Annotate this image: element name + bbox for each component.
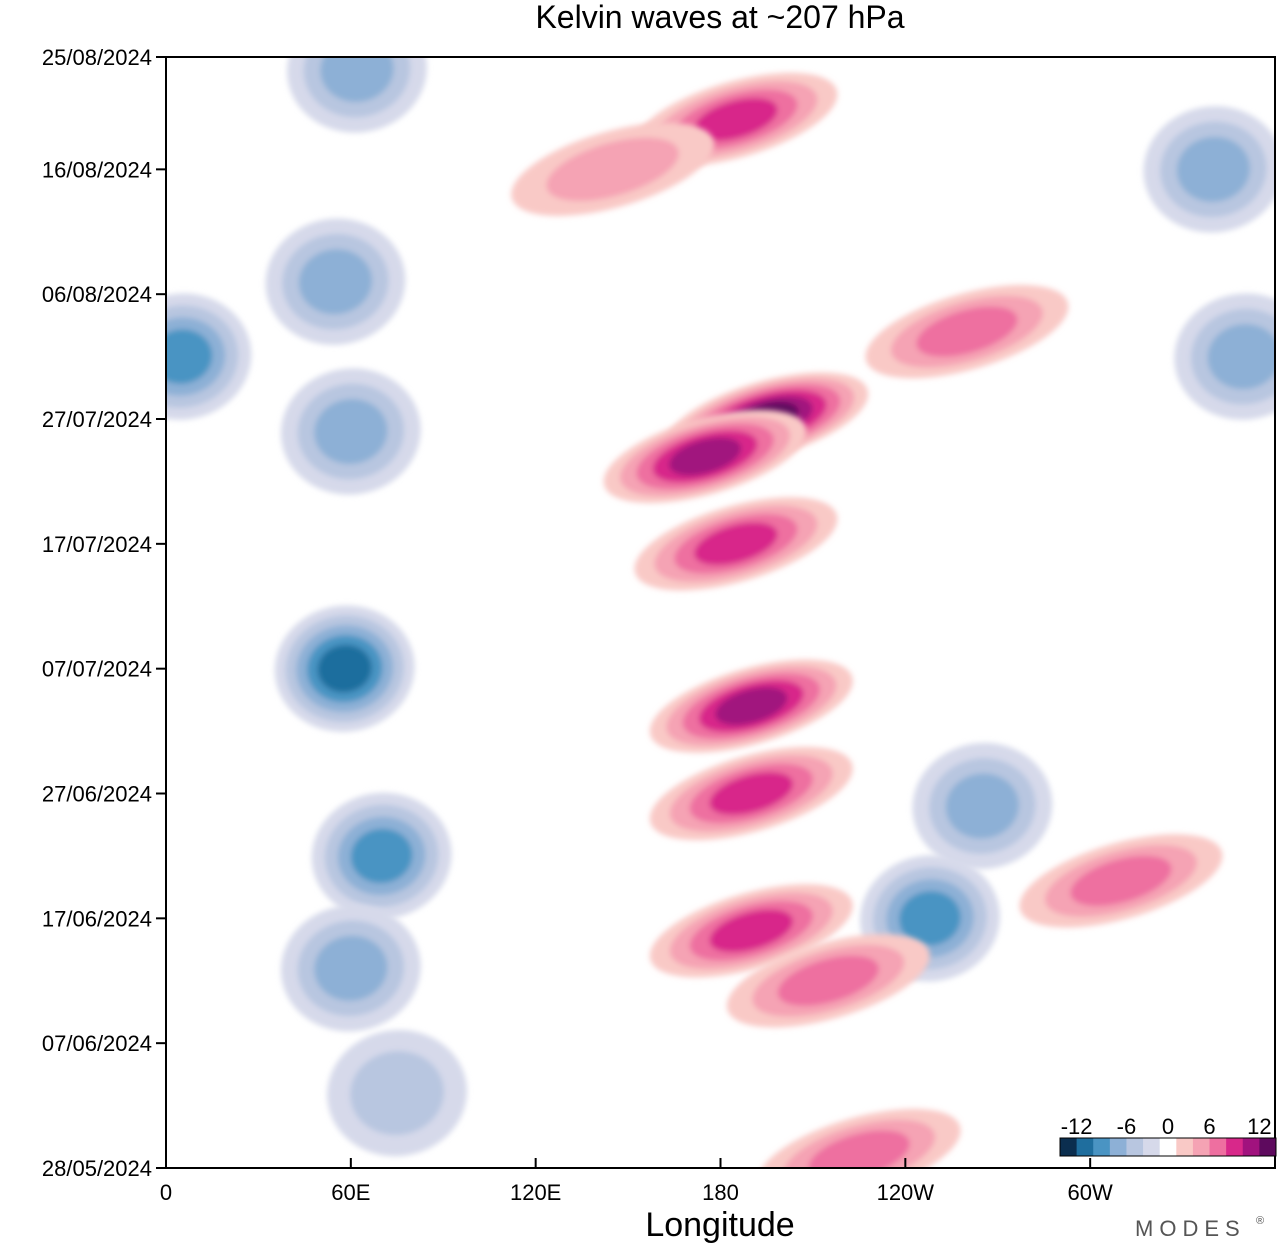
anomaly-feature-19 xyxy=(511,122,715,216)
colorbar: -12 -6 0 6 12 xyxy=(1059,1114,1277,1157)
anomaly-feature-3 xyxy=(280,368,421,495)
x-tick-label-0: 0 xyxy=(160,1180,172,1205)
colorbar-swatch-6 xyxy=(1159,1138,1177,1156)
colorbar-swatch-7 xyxy=(1176,1138,1194,1156)
anomaly-feature-20 xyxy=(865,285,1069,379)
anomaly-feature-15 xyxy=(649,659,853,753)
y-tick-label-5: 17/07/2024 xyxy=(42,532,152,557)
y-tick-label-1: 07/06/2024 xyxy=(42,1031,152,1056)
colorbar-swatch-2 xyxy=(1093,1138,1111,1156)
anomaly-feature-7 xyxy=(327,1029,467,1157)
anomaly-feature-4 xyxy=(274,605,415,732)
y-tick-label-8: 16/08/2024 xyxy=(42,157,152,182)
colorbar-label-4: 12 xyxy=(1247,1114,1271,1139)
colorbar-swatch-10 xyxy=(1226,1138,1244,1156)
x-axis-label: Longitude xyxy=(645,1206,794,1244)
anomaly-feature-14 xyxy=(603,409,807,504)
x-tick-label-2: 120E xyxy=(510,1180,561,1205)
x-axis: 0 60E 120E 180 120W 60W xyxy=(160,1158,1113,1205)
y-tick-label-6: 27/07/2024 xyxy=(42,407,152,432)
anomaly-feature-5 xyxy=(311,792,452,920)
anomaly-feature-6 xyxy=(280,905,421,1032)
colorbar-label-3: 6 xyxy=(1203,1114,1215,1139)
colorbar-label-2: 0 xyxy=(1162,1114,1174,1139)
anomaly-feature-0 xyxy=(287,57,427,133)
anomaly-feature-17 xyxy=(649,884,853,978)
x-tick-label-5: 60W xyxy=(1068,1180,1113,1205)
colorbar-swatch-0 xyxy=(1060,1138,1078,1156)
anomaly-feature-2 xyxy=(166,293,252,420)
colorbar-swatch-12 xyxy=(1259,1138,1277,1156)
y-tick-label-2: 17/06/2024 xyxy=(42,906,152,931)
modes-logo: MODES xyxy=(1135,1216,1246,1241)
anomaly-feature-21 xyxy=(1019,834,1223,928)
colorbar-swatch-9 xyxy=(1209,1138,1227,1156)
anomaly-feature-1 xyxy=(265,218,406,345)
colorbar-swatch-11 xyxy=(1242,1138,1260,1156)
y-tick-label-0: 28/05/2024 xyxy=(42,1156,152,1181)
colorbar-swatch-4 xyxy=(1126,1138,1144,1156)
anomaly-feature-18 xyxy=(649,746,853,841)
colorbar-label-1: -6 xyxy=(1117,1114,1137,1139)
y-tick-label-4: 07/07/2024 xyxy=(42,657,152,682)
colorbar-frame xyxy=(1059,1137,1277,1157)
y-axis: 28/05/2024 07/06/2024 17/06/2024 27/06/2024… xyxy=(42,45,166,1181)
colorbar-swatch-5 xyxy=(1143,1138,1161,1156)
colorbar-swatch-1 xyxy=(1076,1138,1094,1156)
colorbar-swatch-3 xyxy=(1109,1138,1127,1156)
anomaly-field xyxy=(166,57,1275,1168)
x-tick-label-4: 120W xyxy=(877,1180,935,1205)
registered-mark: ® xyxy=(1256,1215,1264,1227)
x-tick-label-3: 180 xyxy=(702,1180,739,1205)
anomaly-feature-16 xyxy=(634,497,838,591)
colorbar-label-0: -12 xyxy=(1061,1114,1093,1139)
chart-title: Kelvin waves at ~207 hPa xyxy=(535,0,904,35)
y-tick-label-9: 25/08/2024 xyxy=(42,45,152,70)
x-tick-label-1: 60E xyxy=(331,1180,370,1205)
anomaly-feature-23 xyxy=(757,1108,961,1168)
y-tick-label-7: 06/08/2024 xyxy=(42,282,152,307)
anomaly-feature-8 xyxy=(1143,106,1275,233)
anomaly-feature-22 xyxy=(726,934,930,1028)
anomaly-feature-11 xyxy=(912,742,1053,870)
colorbar-swatch-8 xyxy=(1192,1138,1211,1156)
y-tick-label-3: 27/06/2024 xyxy=(42,782,152,807)
anomaly-feature-9 xyxy=(1174,293,1275,420)
